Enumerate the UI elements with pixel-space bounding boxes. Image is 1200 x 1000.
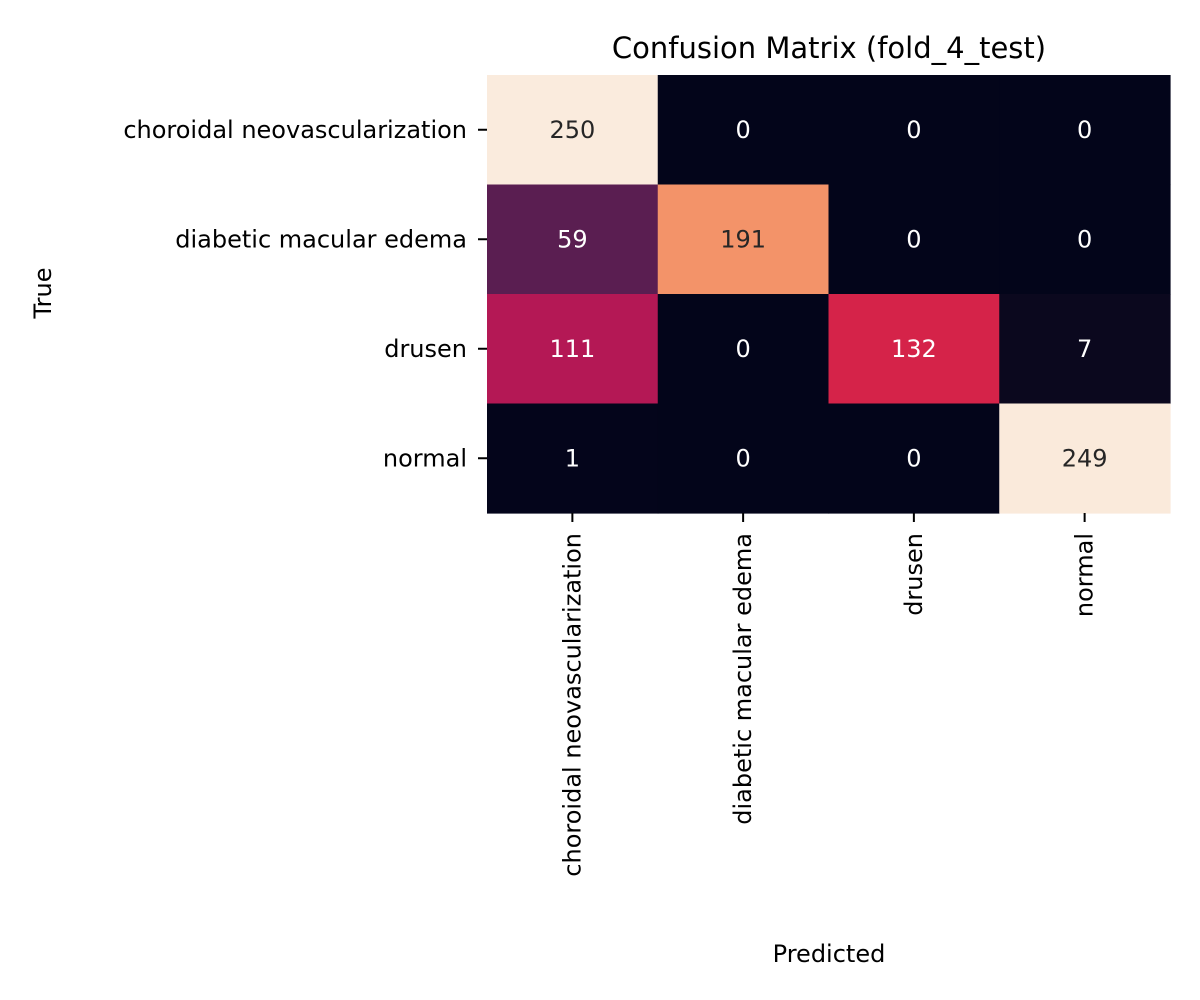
heatmap-cell-value: 249 [1062,444,1108,472]
heatmap-cell [999,75,1171,186]
heatmap-cells [487,75,1171,514]
heatmap-cell-value: 0 [1077,116,1092,144]
heatmap-cell-value: 0 [906,444,921,472]
y-tick-label: choroidal neovascularization [123,116,467,144]
heatmap-cell [828,75,1000,186]
heatmap-cell [828,184,1000,295]
x-tick-label: normal [1071,533,1099,617]
heatmap-cell [487,403,659,514]
heatmap-cell-value: 1 [565,444,580,472]
y-axis-ticks: choroidal neovascularization diabetic mac… [123,116,487,472]
y-tick-label: diabetic macular edema [175,225,467,253]
heatmap-cell-value: 0 [1077,225,1092,253]
chart-title: Confusion Matrix (fold_4_test) [612,31,1046,65]
y-axis-label: True [29,268,57,320]
heatmap-cell-value: 111 [549,335,595,363]
heatmap-cell [487,75,659,186]
heatmap-cell-value: 132 [891,335,937,363]
y-tick-label: drusen [384,335,467,363]
x-tick-label: choroidal neovascularization [558,533,586,877]
heatmap-cell [828,403,1000,514]
heatmap-cell-value: 0 [735,116,750,144]
heatmap-cell [487,294,659,405]
heatmap-cell-labels: 250 0 0 0 59 191 0 0 111 0 132 7 1 0 0 249 [549,116,1107,473]
heatmap-cell-value: 0 [906,116,921,144]
x-tick-label: diabetic macular edema [729,533,757,825]
x-tick-label: drusen [900,533,928,616]
heatmap-cell-value: 7 [1077,335,1092,363]
heatmap-cell [657,184,830,295]
heatmap-cell [487,184,659,295]
heatmap-cell [828,294,1000,405]
heatmap-cell-value: 250 [549,116,595,144]
heatmap-cell [657,403,830,514]
heatmap-cell [657,75,830,186]
heatmap-cell-value: 0 [735,444,750,472]
heatmap-cell [999,294,1171,405]
heatmap-cell-value: 191 [720,225,766,253]
heatmap-cell [999,403,1171,514]
heatmap-cell [657,294,830,405]
heatmap-cell [999,184,1171,295]
x-axis-label: Predicted [773,940,886,968]
x-axis-ticks: choroidal neovascularization diabetic mac… [558,513,1099,877]
heatmap-cell-value: 0 [735,335,750,363]
heatmap-cell-value: 59 [557,225,588,253]
heatmap-cell-value: 0 [906,225,921,253]
y-tick-label: normal [383,444,467,472]
